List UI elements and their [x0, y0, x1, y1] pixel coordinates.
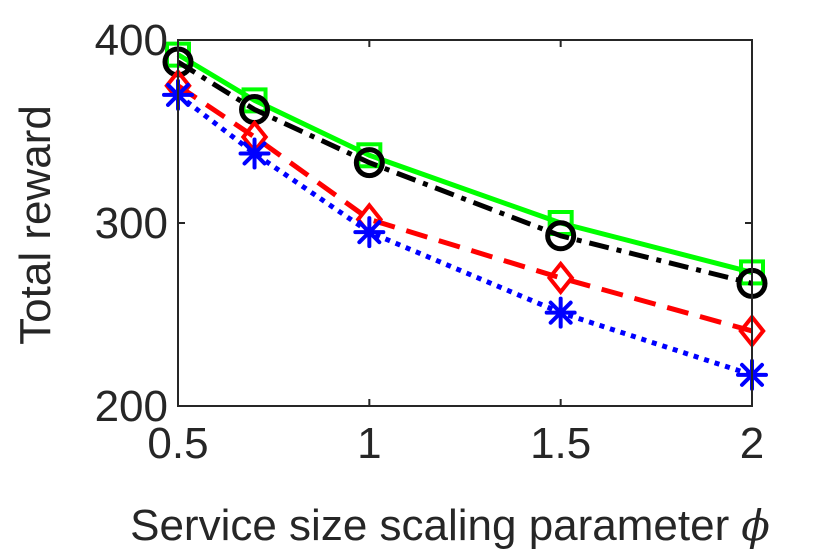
data-point-black-circle — [545, 220, 577, 252]
data-point-blue-asterisk — [544, 296, 577, 329]
x-tick-label: 0.5 — [147, 419, 208, 468]
series-line-green-square — [176, 52, 753, 275]
y-axis-label: Total reward — [11, 105, 60, 345]
series-blue-asterisk — [162, 78, 768, 391]
data-point-red-diamond — [546, 260, 575, 296]
y-tick-label: 300 — [95, 199, 168, 248]
data-point-blue-asterisk — [238, 137, 271, 170]
y-tick-label: 200 — [95, 382, 168, 431]
x-axis-label: Service size scaling parameter ϕ — [130, 501, 770, 550]
x-tick-label: 1.5 — [530, 419, 591, 468]
series-line-red-diamond — [176, 83, 753, 334]
x-tick-label: 2 — [740, 419, 764, 468]
series-black-circle — [162, 46, 768, 299]
y-tick-label: 400 — [95, 16, 168, 65]
series-line-black-circle — [176, 59, 753, 286]
data-point-blue-asterisk — [353, 216, 386, 249]
x-axis-label-text: Service size scaling parameter — [130, 501, 729, 550]
phi-symbol: ϕ — [741, 501, 770, 550]
data-point-black-circle — [353, 147, 385, 179]
series-layer — [162, 41, 768, 391]
axis-layer: 0.5 1 1.5 2 200 300 400 — [95, 16, 765, 468]
x-tick-label: 1 — [357, 419, 381, 468]
